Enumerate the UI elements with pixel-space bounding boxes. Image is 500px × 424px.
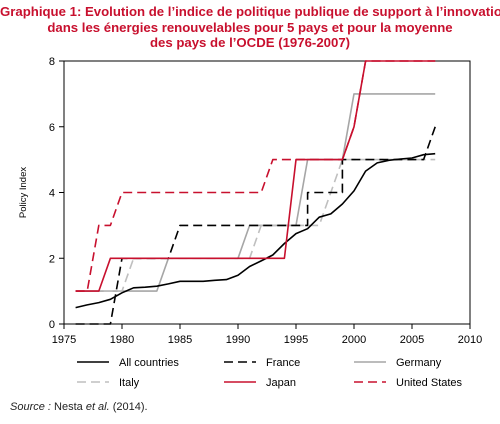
title-line-1: Graphique 1: Evolution de l’indice de po… [0,4,500,19]
title-line-3: des pays de l’OCDE (1976-2007) [149,35,351,50]
x-tick-label-1975: 1975 [52,334,76,346]
source-prefix: Source : [10,401,51,413]
x-tick-label-1980: 1980 [110,334,134,346]
x-tick-label-1990: 1990 [226,334,250,346]
source-text-a: Nesta [50,401,86,413]
x-tick-label-2000: 2000 [342,334,366,346]
source-note: Source : Nesta et al. (2014). [10,401,148,413]
y-tick-label-0: 0 [49,319,55,331]
legend-label-united-states: United States [396,377,463,389]
legend-label-italy: Italy [119,377,140,389]
y-tick-label-6: 6 [49,122,55,134]
legend-label-france: France [266,357,300,369]
x-tick-label-1995: 1995 [284,334,308,346]
legend-label-japan: Japan [266,377,296,389]
y-axis-label: Policy Index [18,167,29,218]
source-text-b: (2014). [109,401,148,413]
x-tick-label-1985: 1985 [168,334,192,346]
series-line-united-states [75,60,436,292]
x-tick-label-2010: 2010 [458,334,482,346]
y-tick-label-8: 8 [49,56,55,68]
series-line-all-countries [75,152,436,309]
title-line-2: dans les énergies renouvelables pour 5 p… [47,19,453,35]
y-tick-label-2: 2 [49,253,55,265]
source-text-italic: et al. [85,401,110,413]
series-line-france [75,126,436,325]
series-line-japan [75,60,436,292]
legend-label-germany: Germany [396,357,442,369]
x-tick-label-2005: 2005 [400,334,424,346]
chart-title: Graphique 1: Evolution de l’indice de po… [0,4,500,51]
legend-label-all-countries: All countries [119,357,179,369]
y-tick-label-4: 4 [49,188,55,200]
